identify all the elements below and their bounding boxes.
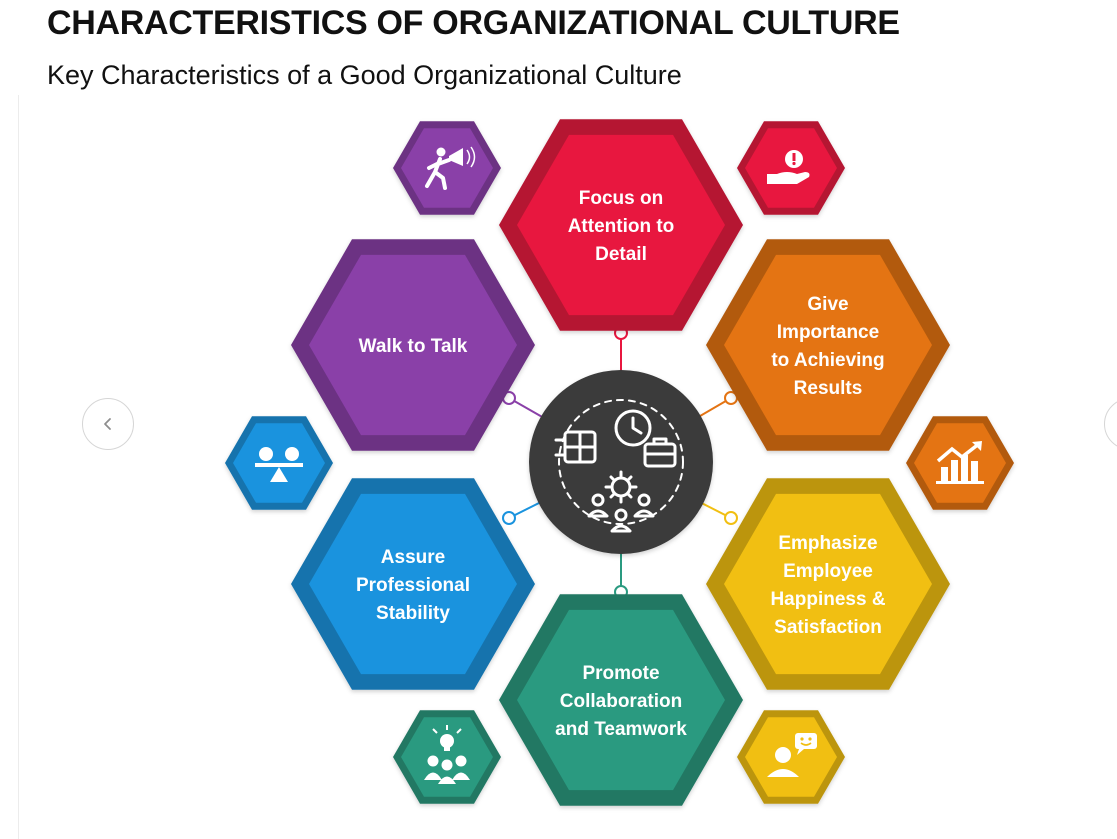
hex-label-line: Professional — [356, 575, 470, 596]
page-title: CHARACTERISTICS OF ORGANIZATIONAL CULTUR… — [47, 4, 900, 42]
icon-hex-happiness — [737, 710, 845, 804]
hex-label-line: Results — [794, 378, 863, 399]
team-idea-icon — [424, 725, 470, 784]
hex-label-line: Attention to — [568, 216, 675, 237]
hex-collaboration — [499, 594, 743, 806]
bar-chart-growth-icon — [936, 441, 984, 484]
hex-label-line: Give — [807, 294, 848, 315]
hex-label-happiness: Emphasize Employee Happiness & Satisfaction — [770, 533, 885, 638]
user-chat-icon — [767, 733, 817, 777]
icon-hex-collaboration — [393, 710, 501, 804]
hex-label-line: Emphasize — [778, 533, 877, 554]
hex-label-line: to Achieving — [771, 350, 884, 371]
hex-label-line: Happiness & — [770, 589, 885, 610]
hex-label-collaboration: Promote Collaboration and Teamwork — [555, 663, 687, 740]
icon-hex-attention — [737, 121, 845, 215]
hex-label-line: Detail — [595, 244, 647, 265]
walking-megaphone-icon — [425, 146, 476, 190]
hex-attention — [499, 119, 743, 331]
icon-hex-results — [906, 416, 1014, 510]
hex-label-line: Importance — [777, 322, 879, 343]
organizational-culture-icon — [554, 399, 684, 533]
carousel-prev-button[interactable] — [82, 398, 134, 450]
hex-label-line: Promote — [582, 663, 659, 684]
icon-hex-walk — [393, 121, 501, 215]
hex-label-walk: Walk to Talk — [359, 336, 468, 357]
icon-hex-stability — [225, 416, 333, 510]
hex-label-stability: Assure Professional Stability — [356, 547, 470, 624]
hex-label-attention: Focus on Attention to Detail — [568, 188, 675, 265]
hex-label-line: Collaboration — [560, 691, 682, 712]
hex-label-line: Employee — [783, 561, 873, 582]
hex-label-line: Focus on — [579, 188, 663, 209]
connector-node-happiness — [724, 511, 738, 525]
connector-node-stability — [502, 511, 516, 525]
hand-alert-icon — [767, 150, 810, 184]
hex-results — [706, 239, 950, 451]
balance-scale-icon — [255, 447, 303, 482]
left-divider — [18, 95, 19, 839]
hex-label-line: Stability — [376, 603, 450, 624]
hex-label-line: Satisfaction — [774, 617, 882, 638]
hex-label-line: Assure — [381, 547, 445, 568]
hex-happiness — [706, 478, 950, 690]
hex-stability — [291, 478, 535, 690]
hex-walk — [291, 239, 535, 451]
page-subtitle: Key Characteristics of a Good Organizati… — [47, 60, 682, 90]
chevron-left-icon — [104, 418, 111, 430]
hex-label-line: Walk to Talk — [359, 336, 468, 357]
center-hub — [529, 370, 713, 554]
hex-label-results: Give Importance to Achieving Results — [771, 294, 884, 399]
hex-label-line: and Teamwork — [555, 719, 687, 740]
